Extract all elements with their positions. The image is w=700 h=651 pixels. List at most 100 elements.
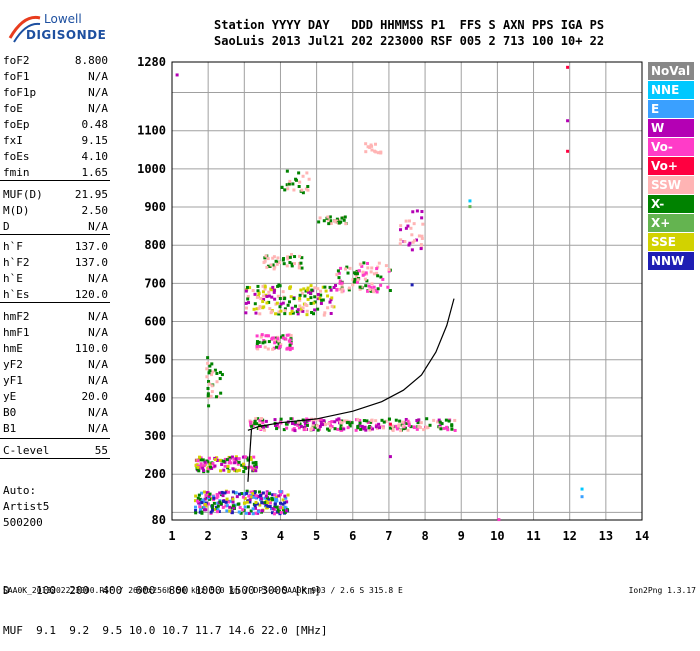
- echo-point: [254, 462, 258, 466]
- echo-point: [297, 262, 301, 266]
- param-value: N/A: [88, 272, 108, 285]
- echo-point: [279, 343, 283, 347]
- echo-point: [332, 305, 336, 309]
- echo-point: [251, 289, 255, 293]
- echo-point: [248, 286, 252, 290]
- echo-point: [272, 346, 276, 350]
- y-tick-label: 80: [152, 513, 166, 527]
- echo-point: [213, 464, 217, 468]
- echo-point: [321, 423, 325, 427]
- param-key: B1: [3, 422, 17, 435]
- legend-item: NNE: [648, 81, 694, 99]
- echo-point: [229, 461, 233, 465]
- echo-point: [446, 428, 450, 432]
- echo-point: [363, 425, 367, 429]
- echo-point: [198, 497, 202, 501]
- echo-point: [370, 419, 374, 423]
- echo-point: [194, 509, 198, 513]
- echo-point: [212, 496, 216, 500]
- echo-point: [270, 288, 274, 292]
- echo-point: [391, 424, 395, 428]
- echo-point: [326, 294, 330, 298]
- echo-point: [205, 375, 209, 379]
- echo-point: [353, 277, 357, 281]
- echo-point: [369, 270, 373, 274]
- echo-point: [406, 428, 410, 432]
- echo-point: [282, 262, 286, 266]
- echo-point: [196, 465, 200, 469]
- echo-point: [197, 501, 201, 505]
- echo-point: [202, 469, 206, 473]
- echo-point: [319, 417, 323, 421]
- echo-point: [336, 427, 340, 431]
- echo-point: [281, 508, 285, 512]
- isolated-point: [468, 199, 472, 203]
- echo-point: [210, 508, 214, 512]
- echo-point: [298, 309, 302, 313]
- echo-point: [258, 490, 262, 494]
- echo-point: [439, 427, 443, 431]
- echo-point: [284, 496, 288, 500]
- echo-point: [200, 491, 204, 495]
- y-tick-label: 600: [144, 315, 166, 329]
- echo-point: [263, 501, 267, 505]
- echo-point: [346, 426, 350, 430]
- param-row: hmE 110.0: [3, 342, 108, 356]
- param-key: h`Es: [3, 288, 30, 301]
- echo-point: [412, 425, 416, 429]
- echo-point: [262, 425, 266, 429]
- echo-point: [196, 499, 200, 503]
- echo-point: [307, 177, 311, 181]
- version-label: Ion2Png 1.3.17: [628, 586, 696, 595]
- echo-point: [265, 497, 269, 501]
- echo-point: [206, 361, 210, 365]
- echo-point: [270, 496, 274, 500]
- echo-point: [322, 219, 326, 223]
- echo-point: [290, 421, 294, 425]
- echo-point: [225, 458, 229, 462]
- echo-point: [286, 257, 290, 261]
- echo-point: [285, 509, 289, 513]
- echo-point: [256, 347, 260, 351]
- echo-point: [283, 296, 287, 300]
- echo-point: [305, 313, 309, 317]
- echo-point: [199, 456, 203, 460]
- echo-point: [404, 219, 408, 223]
- echo-point: [372, 272, 376, 276]
- echo-point: [250, 424, 254, 428]
- echo-point: [203, 460, 207, 464]
- echo-point: [255, 465, 259, 469]
- echo-point: [237, 502, 241, 506]
- echo-point: [276, 294, 280, 298]
- echo-point: [453, 418, 457, 422]
- echo-point: [240, 463, 244, 467]
- echo-point: [276, 510, 280, 514]
- echo-point: [246, 505, 250, 509]
- param-row: D N/A: [3, 220, 108, 234]
- echo-point: [359, 427, 363, 431]
- echo-point: [215, 456, 219, 460]
- echo-point: [368, 420, 372, 424]
- echo-point: [245, 285, 249, 289]
- echo-point: [275, 262, 279, 266]
- echo-point: [249, 465, 253, 469]
- echo-point: [330, 296, 334, 300]
- echo-point: [261, 284, 265, 288]
- echo-point: [248, 498, 252, 502]
- echo-point: [210, 506, 214, 510]
- echo-point: [254, 417, 258, 421]
- echo-point: [220, 462, 224, 466]
- echo-point: [208, 364, 212, 368]
- echo-point: [224, 500, 228, 504]
- echo-point: [254, 500, 258, 504]
- param-value: N/A: [88, 358, 108, 371]
- echo-point: [316, 428, 320, 432]
- param-row: h`Es 120.0: [3, 288, 108, 302]
- echo-point: [254, 311, 258, 315]
- echo-point: [272, 255, 276, 259]
- echo-point: [283, 307, 287, 311]
- echo-point: [353, 271, 357, 275]
- echo-point: [262, 305, 266, 309]
- echo-point: [356, 426, 360, 430]
- echo-point: [200, 501, 204, 505]
